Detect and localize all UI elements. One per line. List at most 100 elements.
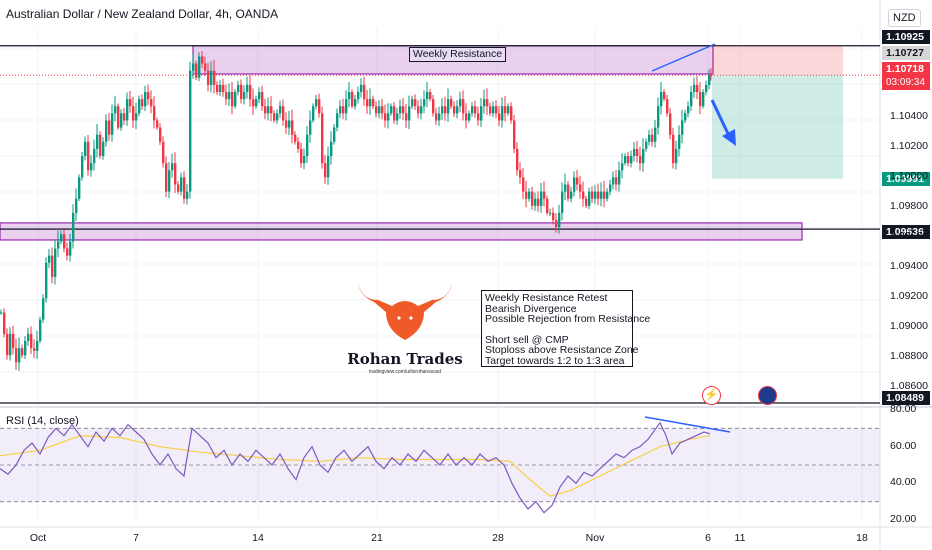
candle-body — [312, 106, 315, 121]
candle-body — [426, 92, 429, 100]
candle-body — [18, 348, 21, 363]
price-tick-label: 1.10400 — [890, 110, 928, 122]
candle-body — [111, 113, 114, 135]
candle-body — [405, 113, 408, 121]
candle-body — [60, 234, 63, 242]
note-line: Stoploss above Resistance Zone — [485, 344, 639, 356]
candle-body — [108, 120, 111, 135]
time-tick-label: 28 — [492, 532, 504, 544]
time-tick-label: 7 — [133, 532, 139, 544]
price-tick-label: 1.09600 — [890, 230, 928, 242]
candle-body — [705, 84, 708, 93]
time-tick-label: Nov — [585, 532, 605, 544]
candle-body — [591, 191, 594, 199]
candle-body — [381, 106, 384, 114]
candle-body — [600, 191, 603, 199]
time-tick-label: 18 — [856, 532, 868, 544]
candle-body — [15, 348, 18, 363]
candle-body — [120, 113, 123, 128]
candle-body — [486, 99, 489, 107]
note-line: Bearish Divergence — [485, 302, 577, 315]
candle-body — [651, 134, 654, 142]
candle-body — [654, 127, 657, 142]
candle-body — [648, 134, 651, 142]
au-flag-icon[interactable] — [758, 386, 777, 405]
weekly-resistance-label: Weekly Resistance — [409, 47, 507, 62]
candle-body — [99, 134, 102, 157]
candle-body — [168, 170, 171, 192]
candle-body — [285, 120, 288, 128]
candle-body — [438, 113, 441, 121]
candle-body — [444, 106, 447, 114]
candle-body — [357, 92, 360, 100]
candle-body — [267, 106, 270, 114]
lightning-icon[interactable]: ⚡ — [702, 386, 721, 405]
candle-body — [180, 177, 183, 192]
price-label-resistance-bottom: 1.10727 — [882, 46, 930, 60]
candle-body — [420, 106, 423, 114]
candle-body — [543, 191, 546, 199]
candle-body — [219, 84, 222, 93]
candle-body — [519, 170, 522, 178]
candle-body — [657, 106, 660, 128]
candle-body — [372, 99, 375, 107]
candle-body — [549, 212, 552, 214]
candle-body — [710, 74, 713, 76]
candle-body — [408, 106, 411, 121]
candle-body — [636, 148, 639, 157]
note-line: Weekly Resistance Retest — [485, 292, 608, 304]
candle-body — [141, 99, 144, 107]
candle-body — [702, 92, 705, 107]
candle-body — [231, 92, 234, 107]
candle-body — [132, 106, 135, 121]
candle-body — [525, 191, 528, 199]
time-tick-label: 6 — [705, 532, 711, 544]
candle-body — [507, 106, 510, 114]
candle-body — [639, 156, 642, 164]
candle-body — [489, 106, 492, 114]
time-tick-label: Oct — [29, 532, 47, 544]
candle-body — [81, 156, 84, 178]
candle-body — [315, 99, 318, 107]
candle-body — [558, 212, 561, 228]
candle-body — [345, 99, 348, 114]
candle-body — [390, 106, 393, 114]
candle-body — [126, 99, 129, 121]
candle-body — [291, 120, 294, 135]
candle-body — [240, 84, 243, 100]
candle-body — [33, 348, 36, 351]
candle-body — [645, 141, 648, 149]
candle-body — [39, 319, 42, 341]
candle-body — [3, 312, 6, 334]
candle-body — [582, 191, 585, 199]
candle-body — [27, 333, 30, 341]
candle-body — [618, 170, 621, 185]
candle-body — [627, 156, 630, 164]
divergence-line-rsi — [644, 416, 731, 433]
candle-body — [165, 163, 168, 192]
candle-body — [672, 134, 675, 164]
candle-body — [87, 141, 90, 171]
candle-body — [327, 156, 330, 178]
candle-body — [261, 92, 264, 107]
candle-body — [75, 198, 78, 213]
currency-selector[interactable]: NZD — [888, 9, 921, 27]
price-label-resistance-top: 1.10925 — [882, 30, 930, 44]
candle-body — [387, 113, 390, 121]
candle-body — [360, 84, 363, 93]
candle-body — [84, 141, 87, 157]
candle-body — [621, 163, 624, 171]
candle-body — [318, 99, 321, 114]
candle-body — [678, 134, 681, 149]
candle-body — [441, 106, 444, 114]
candle-body — [369, 99, 372, 107]
candle-body — [255, 99, 258, 107]
brand-name: Rohan Trades — [347, 350, 463, 368]
candle-body — [249, 84, 252, 100]
candle-body — [258, 92, 261, 100]
candle-body — [177, 184, 180, 192]
time-tick-label: 14 — [252, 532, 264, 544]
candle-body — [57, 241, 60, 249]
candle-body — [708, 74, 711, 85]
